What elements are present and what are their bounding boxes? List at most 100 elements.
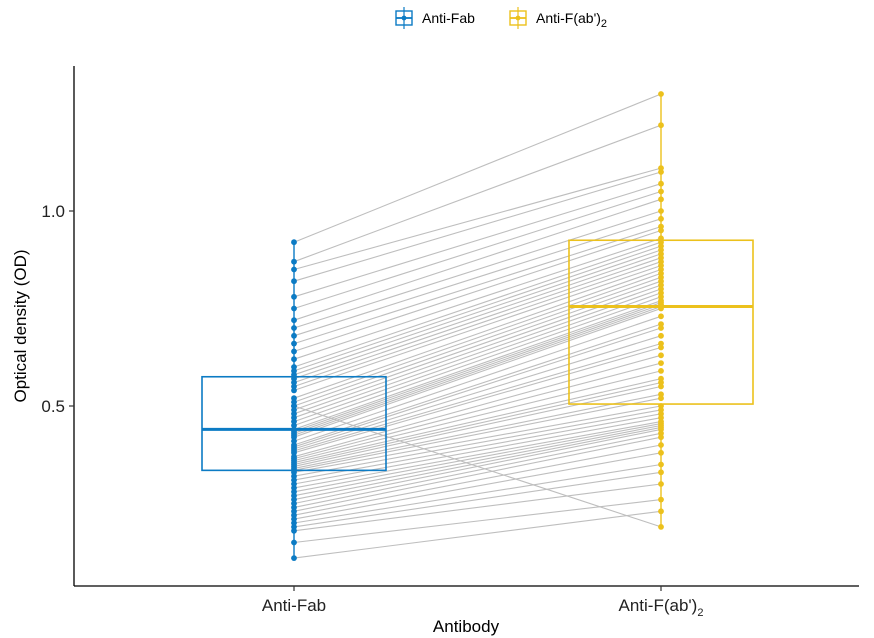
pair-line — [293, 288, 662, 419]
pair-line — [293, 300, 662, 430]
pair-line — [293, 265, 662, 391]
pair-line — [293, 229, 662, 352]
pair-line — [293, 444, 662, 516]
pair-line — [293, 306, 662, 436]
pair-line — [293, 362, 662, 460]
pair-line — [293, 198, 662, 321]
pair-line — [293, 382, 662, 466]
point-anti-fab2 — [658, 122, 664, 129]
point-anti-fab2 — [658, 91, 664, 97]
point-anti-fab — [291, 555, 297, 561]
pair-line — [293, 245, 662, 372]
pair-line — [293, 426, 662, 501]
point-anti-fab2 — [658, 481, 664, 487]
point-anti-fab2 — [658, 196, 664, 203]
point-anti-fab — [291, 293, 297, 300]
pair-line — [293, 323, 662, 446]
point-anti-fab2 — [658, 442, 664, 448]
pair-line — [293, 253, 662, 380]
point-anti-fab2 — [658, 188, 664, 195]
pair-line — [293, 409, 662, 477]
pair-line — [293, 385, 662, 467]
pair-line — [293, 370, 662, 462]
point-anti-fab2 — [658, 352, 664, 359]
point-anti-fab — [291, 258, 297, 265]
point-anti-fab2 — [658, 313, 664, 320]
box-plots — [201, 94, 754, 559]
pair-line — [293, 463, 662, 524]
pair-line — [293, 257, 662, 384]
pair-line — [293, 190, 662, 310]
point-anti-fab2 — [658, 508, 664, 515]
legend-label: Anti-F(ab')2 — [536, 10, 607, 30]
legend-label: Anti-Fab — [422, 10, 475, 26]
pair-line — [293, 237, 662, 360]
point-anti-fab — [291, 305, 297, 312]
axes — [73, 66, 859, 587]
pair-line — [293, 93, 662, 243]
point-anti-fab — [291, 340, 297, 347]
point-anti-fab2 — [658, 524, 664, 530]
pair-line — [293, 210, 662, 329]
point-anti-fab2 — [658, 325, 664, 331]
pair-line — [293, 405, 662, 528]
axis-ticks: 0.5 1.0 Anti-Fab Anti-F(ab')2 — [41, 202, 703, 619]
y-axis-title: Optical density (OD) — [11, 249, 30, 402]
pair-line — [293, 183, 662, 298]
legend-key — [509, 7, 527, 29]
pair-line — [293, 261, 662, 388]
point-anti-fab2 — [658, 449, 664, 456]
point-anti-fab2 — [658, 344, 664, 351]
x-tick-label: Anti-F(ab')2 — [619, 596, 704, 619]
pair-line — [293, 483, 662, 532]
pair-line — [293, 436, 662, 512]
point-anti-fab2 — [658, 180, 664, 187]
point-anti-fab2 — [658, 208, 664, 214]
pair-line — [293, 218, 662, 337]
pair-line — [293, 241, 662, 368]
pair-line — [293, 280, 662, 411]
pair-line — [293, 327, 662, 448]
pair-line — [293, 510, 662, 559]
pair-line — [293, 421, 662, 489]
legend-key — [395, 7, 413, 29]
point-anti-fab2 — [658, 360, 664, 366]
point-anti-fab — [291, 356, 297, 363]
pair-line — [293, 499, 662, 544]
pair-line — [293, 249, 662, 376]
pair-line — [293, 272, 662, 403]
pair-line — [293, 393, 662, 469]
y-tick-label: 1.0 — [41, 202, 65, 221]
point-anti-fab2 — [658, 332, 664, 339]
pair-line — [293, 432, 662, 508]
point-anti-fab2 — [658, 215, 664, 222]
point-anti-fab — [291, 527, 297, 534]
point-anti-fab2 — [658, 169, 664, 175]
pair-line — [293, 417, 662, 485]
pair-line — [293, 292, 662, 423]
point-anti-fab — [291, 266, 297, 273]
point-anti-fab — [291, 403, 297, 409]
x-tick-label: Anti-Fab — [262, 596, 326, 615]
point-anti-fab — [291, 278, 297, 285]
pair-line — [293, 296, 662, 427]
point-anti-fab — [291, 348, 297, 355]
legend-point — [401, 15, 407, 21]
pair-line — [293, 413, 662, 481]
point-anti-fab2 — [658, 434, 664, 441]
pair-line — [293, 424, 662, 497]
pair-line — [293, 171, 662, 282]
point-anti-fab2 — [658, 469, 664, 476]
x-axis-title: Antibody — [433, 617, 500, 636]
point-anti-fab2 — [658, 368, 664, 374]
point-anti-fab2 — [658, 383, 664, 390]
point-anti-fab2 — [658, 227, 664, 234]
data-points — [291, 91, 664, 561]
point-anti-fab — [291, 239, 297, 246]
point-anti-fab — [291, 332, 297, 339]
legend-point — [515, 15, 521, 21]
pair-line — [293, 397, 662, 471]
pair-line — [293, 302, 662, 432]
pair-line — [293, 304, 662, 434]
